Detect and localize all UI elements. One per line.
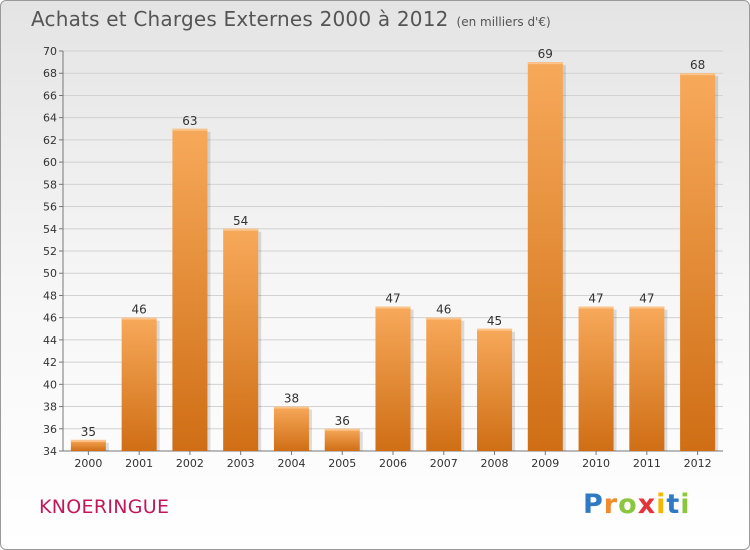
bar-2004	[273, 406, 309, 451]
logo-letter: i	[656, 489, 667, 520]
bar-2010	[578, 306, 614, 451]
bar-value-label: 63	[182, 114, 197, 128]
bar-value-label: 46	[436, 303, 451, 317]
y-tick-label: 48	[43, 289, 57, 302]
logo-letter: i	[680, 489, 691, 520]
logo-letter: x	[637, 489, 657, 520]
y-tick-label: 46	[43, 312, 57, 325]
bar-value-label: 69	[538, 47, 553, 61]
x-tick-label: 2009	[531, 457, 559, 470]
bar-value-label: 36	[335, 414, 350, 428]
logo-letter: t	[666, 489, 681, 520]
bar-top-highlight	[172, 128, 208, 131]
bar-2003	[223, 228, 259, 451]
x-tick-label: 2000	[74, 457, 102, 470]
bar-top-highlight	[578, 306, 614, 309]
bar-value-label: 38	[284, 392, 299, 406]
bar-2005	[324, 428, 360, 451]
bar-2000	[70, 439, 106, 451]
bar-top-highlight	[273, 406, 309, 409]
bar-top-highlight	[121, 317, 157, 320]
bar-2007	[426, 317, 462, 451]
x-tick-label: 2001	[125, 457, 153, 470]
x-tick-label: 2007	[430, 457, 458, 470]
x-tick-label: 2008	[481, 457, 509, 470]
bar-value-label: 46	[132, 303, 147, 317]
logo-letter: o	[618, 489, 638, 520]
x-tick-label: 2004	[277, 457, 305, 470]
bar-value-label: 45	[487, 314, 502, 328]
y-tick-label: 64	[43, 112, 57, 125]
logo-letter: P	[583, 489, 604, 520]
x-tick-label: 2011	[633, 457, 661, 470]
bar-top-highlight	[527, 62, 563, 65]
y-tick-label: 38	[43, 401, 57, 414]
y-tick-label: 44	[43, 334, 57, 347]
y-tick-label: 54	[43, 223, 57, 236]
y-tick-label: 36	[43, 423, 57, 436]
y-tick-label: 60	[43, 156, 57, 169]
proxiti-logo: Proxiti	[583, 489, 691, 520]
bar-2011	[629, 306, 665, 451]
logo-letter: r	[603, 489, 619, 520]
x-tick-label: 2003	[227, 457, 255, 470]
bar-2008	[477, 328, 513, 451]
bar-value-label: 47	[385, 292, 400, 306]
bar-top-highlight	[426, 317, 462, 320]
bar-top-highlight	[680, 73, 716, 76]
y-tick-label: 52	[43, 245, 57, 258]
y-tick-label: 62	[43, 134, 57, 147]
bar-value-label: 47	[639, 292, 654, 306]
bars	[70, 62, 719, 451]
bar-2002	[172, 128, 208, 451]
bar-value-label: 47	[588, 292, 603, 306]
title-line: Achats et Charges Externes 2000 à 2012 (e…	[31, 7, 551, 31]
x-tick-label: 2005	[328, 457, 356, 470]
x-tick-label: 2010	[582, 457, 610, 470]
bar-top-highlight	[70, 439, 106, 442]
bar-top-highlight	[223, 228, 259, 231]
y-tick-label: 50	[43, 267, 57, 280]
bar-top-highlight	[477, 328, 513, 331]
bar-top-highlight	[324, 428, 360, 431]
chart-subtitle: (en milliers d'€)	[456, 15, 551, 29]
bar-2012	[680, 73, 716, 451]
labels: 34 36 38 40 42 44 46 48 50 52 54 56 58 60 62 64 66 68 70 35…	[43, 45, 712, 470]
bar-2009	[527, 62, 563, 451]
bar-top-highlight	[629, 306, 665, 309]
y-tick-label: 40	[43, 378, 57, 391]
bar-value-label: 54	[233, 214, 248, 228]
bar-2001	[121, 317, 157, 451]
x-tick-label: 2006	[379, 457, 407, 470]
bar-2006	[375, 306, 411, 451]
x-tick-label: 2002	[176, 457, 204, 470]
chart-title: Achats et Charges Externes 2000 à 2012	[31, 7, 449, 31]
y-tick-label: 70	[43, 45, 57, 58]
commune-name: KNOERINGUE	[39, 496, 170, 518]
y-tick-label: 42	[43, 356, 57, 369]
bar-value-label: 35	[81, 425, 96, 439]
y-tick-label: 58	[43, 178, 57, 191]
y-tick-label: 56	[43, 201, 57, 214]
bar-top-highlight	[375, 306, 411, 309]
bar-value-label: 68	[690, 58, 705, 72]
y-tick-label: 66	[43, 89, 57, 102]
y-tick-label: 34	[43, 445, 57, 458]
x-tick-label: 2012	[684, 457, 712, 470]
y-tick-label: 68	[43, 67, 57, 80]
